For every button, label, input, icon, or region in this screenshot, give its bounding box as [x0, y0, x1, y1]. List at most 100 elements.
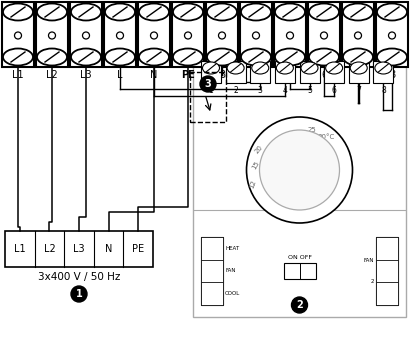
Text: 7: 7	[355, 70, 361, 80]
Bar	[172, 2, 204, 67]
Circle shape	[219, 32, 226, 39]
Bar	[284, 263, 316, 279]
Text: PE: PE	[181, 70, 195, 80]
Text: FAN: FAN	[225, 268, 236, 273]
Bar	[275, 61, 295, 83]
Bar	[201, 260, 223, 282]
Ellipse shape	[207, 4, 237, 21]
Bar	[206, 2, 238, 67]
Bar	[324, 61, 344, 83]
Text: N: N	[105, 244, 112, 254]
Circle shape	[200, 76, 216, 92]
Text: 30°C: 30°C	[318, 134, 335, 140]
Circle shape	[150, 32, 157, 39]
Bar	[376, 237, 398, 260]
Ellipse shape	[37, 49, 67, 66]
Bar	[2, 2, 34, 67]
Text: COOL: COOL	[225, 291, 240, 296]
Bar	[349, 61, 369, 83]
Circle shape	[355, 32, 362, 39]
Circle shape	[291, 297, 307, 313]
Ellipse shape	[343, 49, 373, 66]
Ellipse shape	[3, 4, 33, 21]
Circle shape	[247, 117, 353, 223]
Ellipse shape	[377, 49, 407, 66]
Text: HEAT: HEAT	[225, 246, 239, 251]
Bar	[70, 2, 102, 67]
Text: 5: 5	[307, 86, 312, 95]
Ellipse shape	[326, 62, 343, 74]
Text: L2: L2	[46, 70, 58, 80]
Ellipse shape	[343, 4, 373, 21]
Ellipse shape	[275, 4, 305, 21]
Circle shape	[321, 32, 328, 39]
Circle shape	[185, 32, 192, 39]
Bar	[5, 231, 153, 267]
Text: 4: 4	[253, 70, 259, 80]
Ellipse shape	[37, 4, 67, 21]
Text: 15: 15	[251, 160, 260, 171]
Text: PE: PE	[132, 244, 144, 254]
Text: FAN: FAN	[363, 258, 374, 263]
Text: 2: 2	[370, 279, 374, 283]
Bar	[308, 2, 340, 67]
Ellipse shape	[105, 49, 135, 66]
Bar	[226, 61, 246, 83]
Circle shape	[286, 32, 293, 39]
Bar	[274, 2, 306, 67]
Bar	[240, 2, 272, 67]
Bar	[104, 2, 136, 67]
Bar	[201, 282, 223, 305]
Ellipse shape	[139, 4, 169, 21]
Ellipse shape	[252, 62, 269, 74]
Text: L: L	[117, 70, 123, 80]
Text: L3: L3	[80, 70, 92, 80]
Text: L3: L3	[73, 244, 85, 254]
Circle shape	[116, 32, 123, 39]
Bar	[250, 61, 270, 83]
Circle shape	[388, 32, 395, 39]
Ellipse shape	[375, 62, 392, 74]
Text: 3x400 V / 50 Hz: 3x400 V / 50 Hz	[38, 272, 120, 282]
Circle shape	[252, 32, 259, 39]
Ellipse shape	[3, 49, 33, 66]
Text: 6: 6	[332, 86, 337, 95]
Bar	[376, 2, 408, 67]
Circle shape	[14, 32, 21, 39]
Text: 8: 8	[389, 70, 395, 80]
Bar	[201, 237, 223, 305]
Circle shape	[83, 32, 90, 39]
Text: L2: L2	[44, 244, 55, 254]
Ellipse shape	[105, 4, 135, 21]
Ellipse shape	[139, 49, 169, 66]
Text: 3: 3	[219, 70, 225, 80]
Ellipse shape	[309, 49, 339, 66]
Text: 20: 20	[253, 144, 263, 155]
Text: ON OFF: ON OFF	[288, 255, 312, 260]
Bar	[201, 61, 221, 83]
Bar	[342, 2, 374, 67]
Text: 3: 3	[258, 86, 263, 95]
Ellipse shape	[309, 4, 339, 21]
Circle shape	[71, 286, 87, 302]
Bar	[376, 282, 398, 305]
Text: 7: 7	[356, 86, 361, 95]
Bar	[373, 61, 393, 83]
Text: 8: 8	[381, 86, 386, 95]
Text: 5: 5	[287, 70, 293, 80]
Bar	[376, 237, 398, 305]
Text: 6: 6	[321, 70, 327, 80]
Circle shape	[48, 32, 55, 39]
Text: L1: L1	[12, 70, 24, 80]
Text: L1: L1	[14, 244, 25, 254]
Ellipse shape	[203, 62, 219, 74]
Text: 1: 1	[209, 86, 213, 95]
Ellipse shape	[173, 4, 203, 21]
Ellipse shape	[276, 62, 293, 74]
Bar	[300, 61, 319, 83]
Bar	[190, 72, 226, 122]
Ellipse shape	[275, 49, 305, 66]
Ellipse shape	[227, 62, 244, 74]
Ellipse shape	[241, 4, 271, 21]
Text: 2: 2	[233, 86, 238, 95]
